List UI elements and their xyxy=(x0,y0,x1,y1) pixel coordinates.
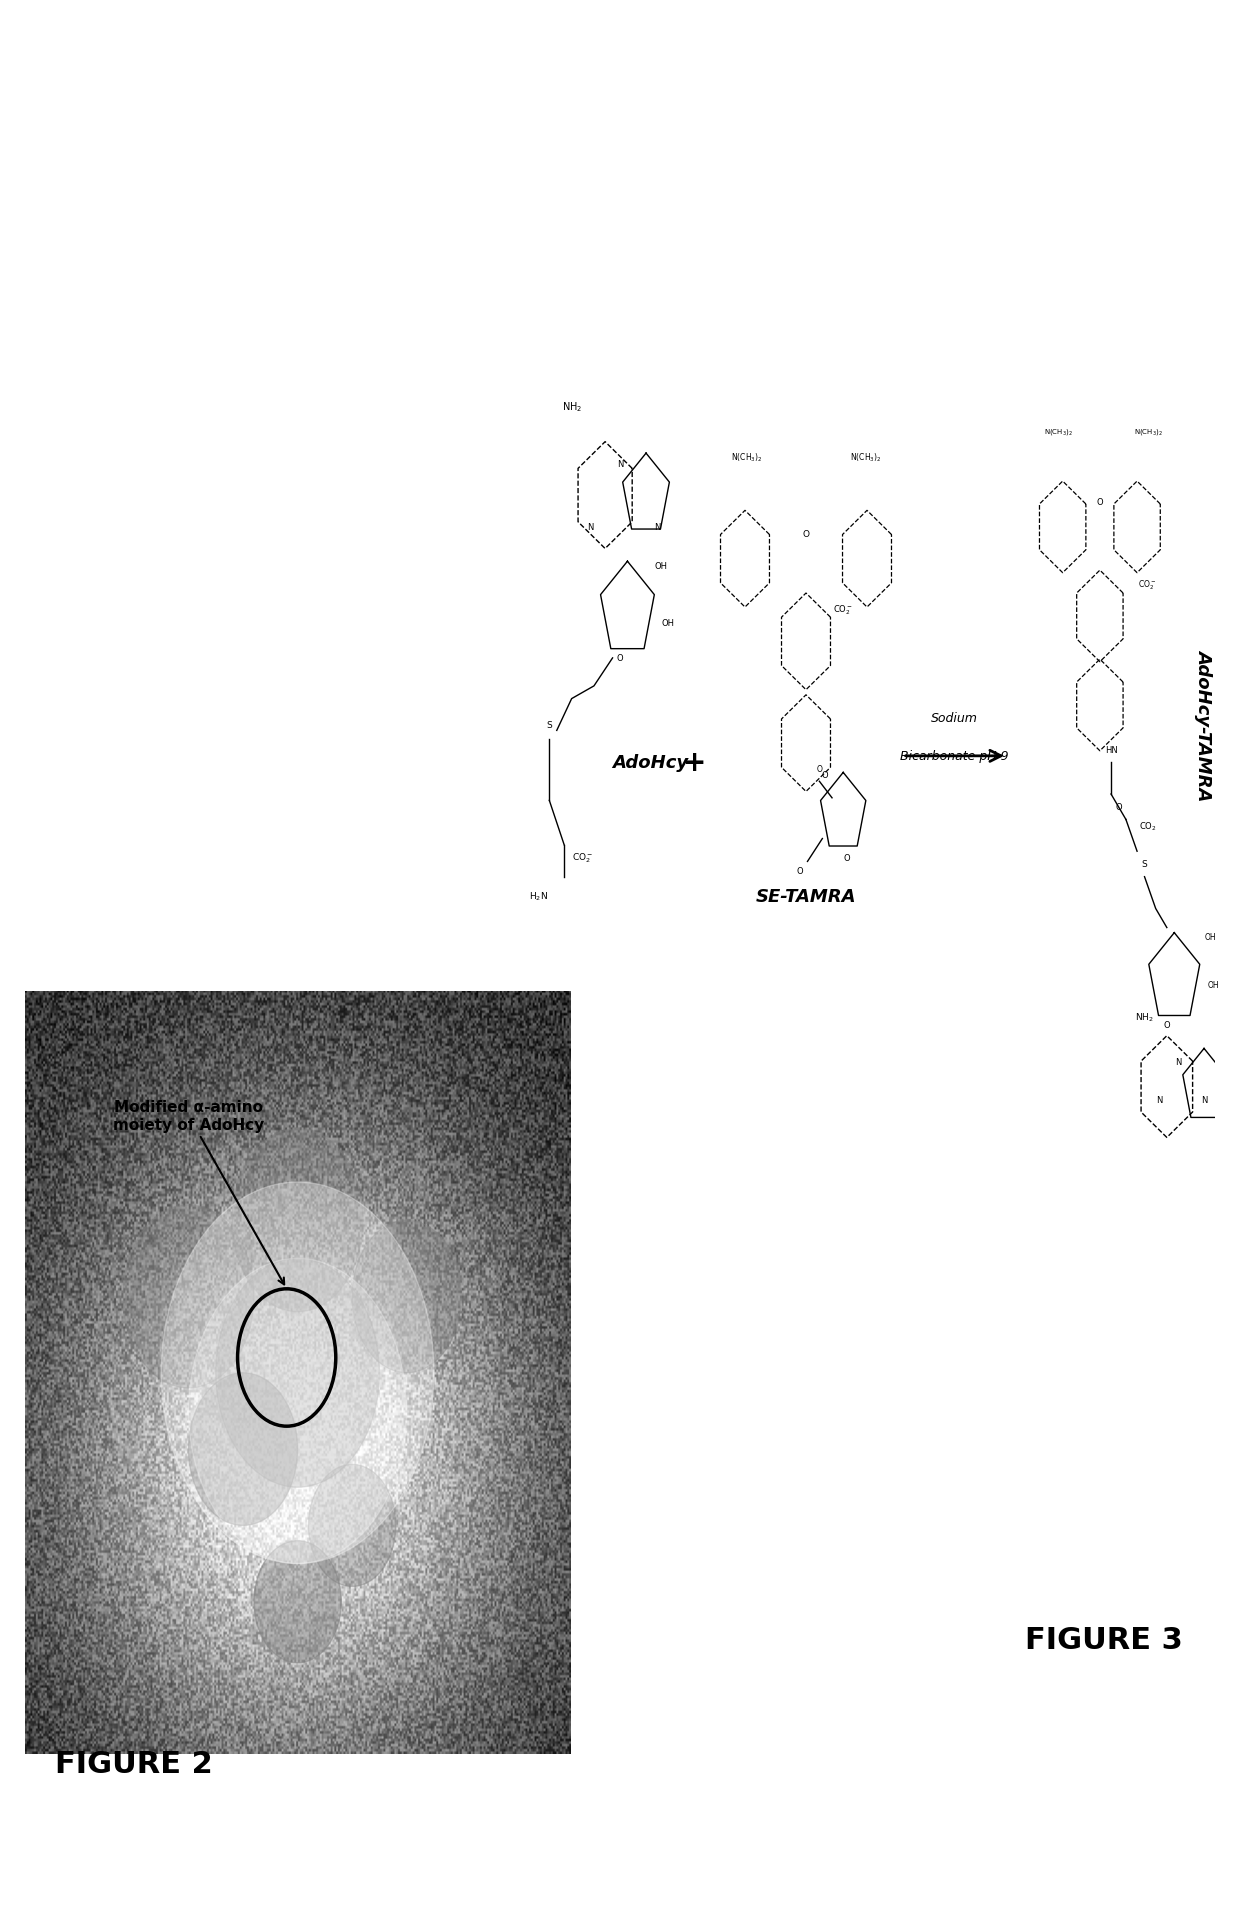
Text: N: N xyxy=(1174,1056,1182,1066)
Circle shape xyxy=(123,1205,254,1388)
Text: $\mathrm{CO_2^-}$: $\mathrm{CO_2^-}$ xyxy=(1137,578,1156,591)
Circle shape xyxy=(232,1129,363,1312)
Text: OH: OH xyxy=(1208,980,1219,990)
Text: AdoHcy-TAMRA: AdoHcy-TAMRA xyxy=(1195,648,1213,801)
Text: $\mathrm{N(CH_3)_2}$: $\mathrm{N(CH_3)_2}$ xyxy=(1133,427,1163,437)
Text: $\mathrm{CO_2^-}$: $\mathrm{CO_2^-}$ xyxy=(572,851,594,866)
Text: $\mathrm{NH_2}$: $\mathrm{NH_2}$ xyxy=(562,400,582,414)
Text: +: + xyxy=(683,749,706,776)
Circle shape xyxy=(309,1465,396,1587)
Text: O: O xyxy=(616,654,624,664)
Text: HN: HN xyxy=(1105,746,1117,755)
Text: N: N xyxy=(653,523,661,532)
Text: $\mathrm{N(CH_3)_2}$: $\mathrm{N(CH_3)_2}$ xyxy=(1044,427,1074,437)
Text: O: O xyxy=(821,770,828,780)
Text: $\mathrm{CO_2^-}$: $\mathrm{CO_2^-}$ xyxy=(833,603,853,618)
Circle shape xyxy=(188,1259,407,1564)
Text: O: O xyxy=(816,765,822,774)
Circle shape xyxy=(254,1541,341,1663)
Text: $\mathrm{N(CH_3)_2}$: $\mathrm{N(CH_3)_2}$ xyxy=(730,452,763,463)
Circle shape xyxy=(216,1259,379,1487)
Text: OH: OH xyxy=(1204,933,1215,942)
Text: AdoHcy: AdoHcy xyxy=(611,753,688,772)
Text: $\mathrm{N(CH_3)_2}$: $\mathrm{N(CH_3)_2}$ xyxy=(849,452,882,463)
Text: N: N xyxy=(587,523,594,532)
Text: FIGURE 2: FIGURE 2 xyxy=(55,1749,213,1779)
Text: O: O xyxy=(1163,1020,1171,1030)
Text: S: S xyxy=(1142,860,1147,870)
Text: N: N xyxy=(616,460,624,469)
Text: $\mathrm{NH_2}$: $\mathrm{NH_2}$ xyxy=(1135,1011,1154,1024)
Text: FIGURE 3: FIGURE 3 xyxy=(1024,1625,1183,1655)
Text: O: O xyxy=(1096,498,1104,507)
Text: OH: OH xyxy=(655,561,667,570)
Circle shape xyxy=(161,1182,434,1564)
Text: Bicarbonate pH 9: Bicarbonate pH 9 xyxy=(900,749,1009,763)
Text: O: O xyxy=(843,854,851,862)
Text: O: O xyxy=(802,530,810,538)
Text: N: N xyxy=(1156,1095,1163,1104)
Text: S: S xyxy=(547,721,552,728)
Text: $\mathrm{CO_2}$: $\mathrm{CO_2}$ xyxy=(1140,820,1157,833)
Text: OH: OH xyxy=(662,618,675,627)
Text: $\mathrm{H_2N}$: $\mathrm{H_2N}$ xyxy=(528,891,548,902)
Text: O: O xyxy=(1115,803,1122,812)
Circle shape xyxy=(188,1373,298,1526)
Text: Sodium: Sodium xyxy=(931,711,978,725)
Text: Modified α-amino
moiety of AdoHcy: Modified α-amino moiety of AdoHcy xyxy=(113,1100,284,1285)
Text: O: O xyxy=(797,866,804,875)
Text: N: N xyxy=(1200,1095,1208,1104)
Text: SE-TAMRA: SE-TAMRA xyxy=(755,887,857,906)
Circle shape xyxy=(352,1220,461,1373)
